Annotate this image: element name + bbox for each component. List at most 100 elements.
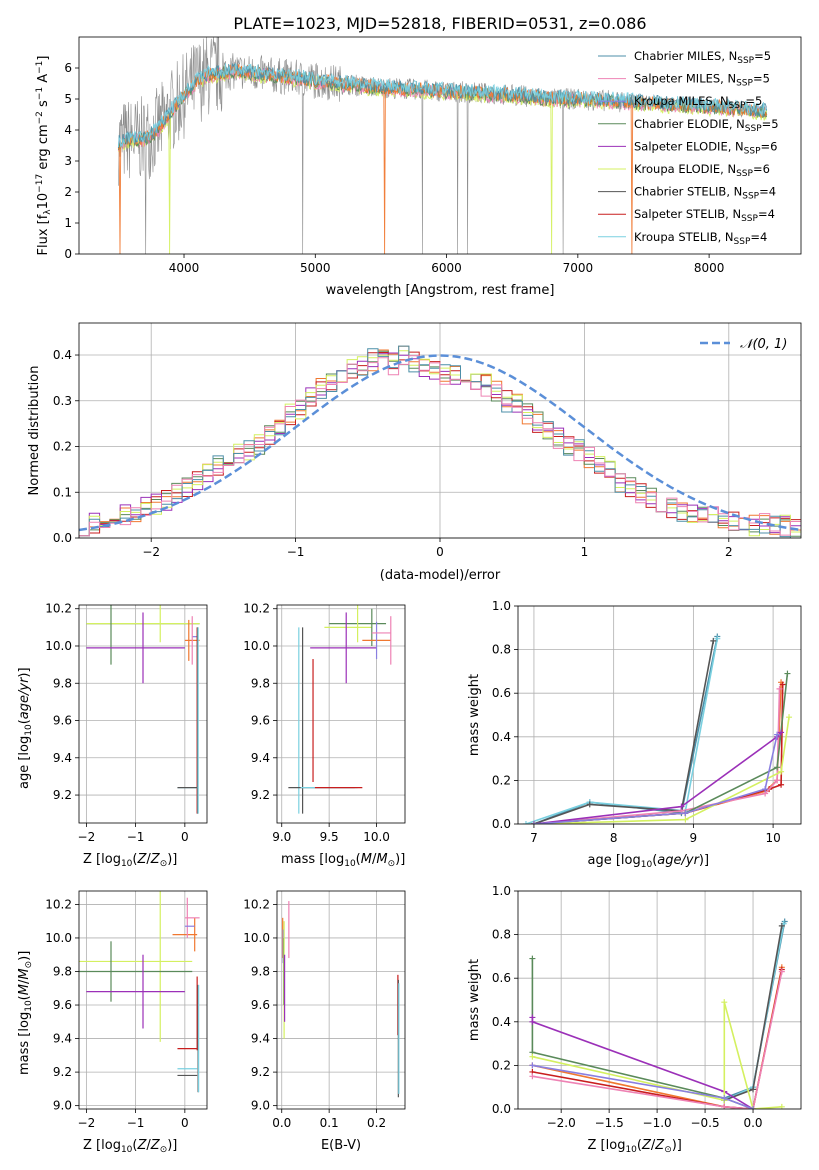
age-vs-z-plot-area — [86, 605, 200, 814]
series-marker — [778, 781, 785, 788]
age-vs-mass-axes: 9.0 9.5 10.0 9.2 9.4 9.6 9.8 10.0 10.2 mass [log1… — [243, 602, 406, 869]
weight-vs-age-ytick-label: 0.0 — [492, 817, 511, 831]
weight-vs-age-ytick-label: 0.4 — [492, 730, 511, 744]
age-vs-z-xtick-label: 0 — [181, 830, 189, 844]
spectrum-ytick-label: 2 — [64, 185, 72, 199]
spectrum-data-line — [118, 37, 768, 254]
weight-vs-z-ytick-label: 0.2 — [492, 1058, 511, 1072]
weight-vs-z-plot-area — [529, 918, 788, 1109]
residuals-xlabel: (data-model)/error — [380, 568, 501, 583]
age-vs-mass-ytick-label: 9.6 — [251, 714, 270, 728]
series-marker — [778, 729, 785, 736]
series-marker — [586, 801, 593, 808]
series-marker — [710, 637, 717, 644]
age-vs-z-axes: −2 −1 0 9.2 9.4 9.6 9.8 10.0 10.2 Z [log10(Z/Z⊙)]… — [17, 602, 208, 869]
mass-vs-z-ytick-label: 9.2 — [53, 1065, 72, 1079]
age-vs-mass-xtick-label: 10.0 — [363, 830, 390, 844]
residuals-xtick-label: −1 — [287, 545, 305, 559]
weight-vs-age-plot-area — [522, 633, 793, 824]
series-line — [533, 688, 781, 824]
spectrum-axes: 4000 5000 6000 7000 8000 0 1 2 3 4 5 6 wavelength [A… — [35, 36, 802, 298]
mass-vs-z-ytick-label: 10.2 — [45, 897, 72, 911]
mass-vs-z-ytick-label: 9.8 — [53, 964, 72, 978]
histogram-step-line — [79, 355, 801, 538]
residuals-xtick-label: −2 — [142, 545, 160, 559]
age-vs-z-ytick-label: 9.6 — [53, 714, 72, 728]
series-marker — [774, 731, 781, 738]
age-vs-mass-xtick-label: 9.0 — [272, 830, 291, 844]
series-marker — [778, 768, 785, 775]
age-vs-z-xlabel: Z [log10(Z/Z⊙)] — [83, 852, 177, 869]
weight-vs-z-ytick-label: 0.6 — [492, 971, 511, 985]
age-vs-mass-ytick-label: 9.4 — [251, 751, 270, 765]
series-line — [724, 921, 786, 1099]
spectrum-xtick-label: 6000 — [431, 261, 462, 275]
series-marker — [778, 922, 785, 929]
mass-vs-ebv-xtick-label: 0.0 — [272, 1116, 291, 1130]
weight-vs-age-ytick-label: 0.8 — [492, 643, 511, 657]
age-vs-mass-ytick-label: 9.2 — [251, 788, 270, 802]
weight-vs-age-xtick-label: 9 — [690, 831, 698, 845]
age-vs-z-ytick-label: 10.2 — [45, 602, 72, 616]
residuals-frame — [78, 322, 802, 539]
residuals-ylabel: Normed distribution — [27, 366, 42, 496]
weight-vs-z-ytick-label: 0.0 — [492, 1102, 511, 1116]
weight-vs-z-xlabel: Z [log10(Z/Z⊙)] — [588, 1138, 682, 1155]
series-marker — [529, 1053, 536, 1060]
series-line — [525, 638, 719, 824]
mass-vs-ebv-axes: 0.0 0.1 0.2 9.0 9.2 9.4 9.6 9.8 10.0 10.2 E(B-V) — [243, 890, 406, 1153]
weight-vs-z-ylabel: mass weight — [467, 959, 482, 1041]
age-vs-z-frame — [78, 604, 208, 824]
mass-vs-z-xtick-label: 0 — [181, 1116, 189, 1130]
mass-vs-ebv-xtick-label: 0.2 — [367, 1116, 386, 1130]
age-vs-z-xtick-label: −1 — [127, 830, 145, 844]
weight-vs-age-xlabel: age [log10(age/yr)] — [588, 853, 710, 870]
series-marker — [750, 1086, 757, 1093]
mass-vs-ebv-grid — [277, 891, 405, 1109]
residuals-ytick-label: 0.3 — [53, 394, 72, 408]
series-marker — [784, 670, 791, 677]
spectrum-ytick-label: 3 — [64, 154, 72, 168]
spectrum-frame — [78, 36, 802, 255]
weight-vs-z-xtick-label: −1.5 — [595, 1116, 624, 1130]
legend-entry: Chabrier STELIB, NSSP=4 — [634, 185, 776, 202]
residuals-ytick-label: 0.1 — [53, 485, 72, 499]
mass-vs-z-xtick-label: −2 — [78, 1116, 96, 1130]
spectrum-xtick-label: 4000 — [169, 261, 200, 275]
age-vs-mass-frame — [276, 604, 406, 824]
weight-vs-z-xtick-label: −1.0 — [643, 1116, 672, 1130]
age-vs-z-ytick-label: 10.0 — [45, 639, 72, 653]
series-line — [531, 1017, 754, 1109]
residuals-plot-area — [79, 345, 801, 538]
mass-vs-z-ytick-label: 9.4 — [53, 1032, 72, 1046]
series-line — [533, 734, 778, 824]
residuals-grid — [79, 323, 801, 539]
figure-title: PLATE=1023, MJD=52818, FIBERID=0531, z=0… — [233, 14, 646, 33]
legend-entry: Salpeter ELODIE, NSSP=6 — [634, 139, 777, 156]
weight-vs-z-frame — [517, 890, 802, 1110]
weight-vs-age-frame — [517, 605, 802, 825]
series-marker — [678, 803, 685, 810]
mass-vs-z-axes: −2 −1 0 9.0 9.2 9.4 9.6 9.8 10.0 10.2 Z [log10(Z/Z… — [17, 890, 208, 1155]
age-vs-z-grid — [79, 605, 207, 823]
residuals-xtick-label: 0 — [436, 545, 444, 559]
mass-vs-z-ylabel: mass [log10(M/M⊙)] — [17, 951, 34, 1075]
mass-vs-z-xtick-label: −1 — [127, 1116, 145, 1130]
series-marker — [529, 955, 536, 962]
series-marker — [774, 764, 781, 771]
series-marker — [721, 999, 728, 1006]
series-marker — [682, 810, 689, 817]
spectrum-ytick-label: 1 — [64, 216, 72, 230]
spectrum-plot-area — [117, 37, 768, 254]
spectrum-ylabel: Flux [fλ10−17 erg cm−2 s−1 A−1] — [35, 56, 53, 256]
age-vs-mass-xtick-label: 9.5 — [320, 830, 339, 844]
legend-entry: Salpeter MILES, NSSP=5 — [634, 72, 770, 89]
series-marker — [762, 786, 769, 793]
series-marker — [530, 821, 537, 824]
weight-vs-age-axes: 7 8 9 10 0.0 0.2 0.4 0.6 0.8 1.0 age [log10(age/yr… — [467, 599, 802, 870]
weight-vs-age-ylabel: mass weight — [467, 674, 482, 756]
series-marker — [682, 816, 689, 823]
series-marker — [714, 635, 721, 642]
